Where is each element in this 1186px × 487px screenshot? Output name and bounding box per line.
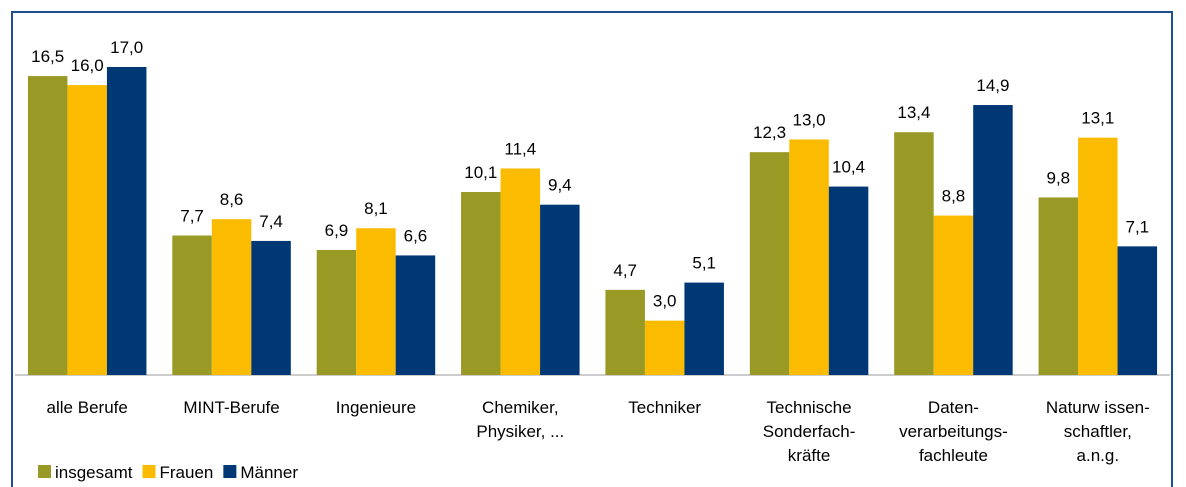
bar: [67, 85, 107, 375]
data-label: 9,4: [548, 176, 572, 195]
data-label: 6,9: [325, 221, 349, 240]
data-label: 13,1: [1081, 109, 1114, 128]
bar: [789, 139, 829, 375]
x-tick-label: Ingenieure: [335, 398, 417, 417]
bar: [828, 186, 869, 375]
data-label: 12,3: [753, 123, 786, 142]
data-label: 7,1: [1125, 217, 1149, 236]
bar: [1078, 137, 1118, 375]
x-tick-label: MINT-Berufe: [183, 398, 280, 417]
x-tick-label: Naturw issen- schaftler, a.n.g.: [1045, 398, 1150, 465]
bar: [27, 76, 68, 375]
data-label: 7,7: [180, 206, 204, 225]
x-tick-label: Daten- verarbeitungs- fachleute: [899, 398, 1008, 465]
legend-swatch: [223, 465, 237, 478]
bar: [356, 228, 396, 375]
bar: [500, 168, 541, 375]
bar: [461, 192, 501, 375]
bar: [251, 240, 291, 375]
bar: [1117, 246, 1158, 375]
data-label: 14,9: [976, 76, 1009, 95]
data-label: 11,4: [504, 139, 536, 158]
bar: [172, 235, 212, 375]
data-label: 16,5: [31, 47, 64, 66]
bar: [684, 282, 724, 375]
bar: [395, 255, 436, 375]
bar: [106, 67, 147, 375]
data-label: 10,1: [464, 163, 497, 182]
bar: [540, 204, 580, 375]
data-label: 8,8: [942, 187, 966, 206]
bar: [316, 249, 357, 375]
bar: [749, 152, 790, 375]
bar: [973, 105, 1013, 375]
data-label: 7,4: [259, 212, 283, 231]
data-label: 8,1: [364, 199, 388, 218]
data-label: 6,6: [404, 226, 428, 245]
bar: [894, 132, 934, 375]
data-label: 13,0: [793, 110, 826, 129]
data-label: 3,0: [653, 292, 677, 311]
bar: [211, 219, 252, 375]
legend-label: insgesamt: [55, 463, 133, 482]
data-label: 10,4: [832, 158, 865, 177]
bar: [605, 289, 645, 375]
data-label: 9,8: [1046, 168, 1070, 187]
x-tick-label: Chemiker, Physiker, ...: [476, 398, 565, 441]
data-label: 5,1: [692, 254, 716, 273]
data-label: 17,0: [110, 38, 143, 57]
bar: [644, 320, 685, 375]
legend-label: Männer: [240, 463, 298, 482]
legend-label: Frauen: [159, 463, 213, 482]
bar: [1038, 197, 1079, 375]
legend-swatch: [38, 465, 51, 478]
data-label: 13,4: [897, 103, 930, 122]
data-label: 16,0: [71, 56, 104, 75]
x-tick-label: alle Berufe: [46, 398, 128, 417]
frame: [11, 11, 1173, 487]
legend-swatch: [142, 465, 156, 478]
x-tick-label: Techniker: [628, 398, 702, 417]
x-tick-label: Technische Sonderfach- kräfte: [762, 398, 856, 465]
bar: [933, 215, 974, 375]
data-label: 4,7: [613, 261, 637, 280]
data-label: 8,6: [220, 190, 244, 209]
